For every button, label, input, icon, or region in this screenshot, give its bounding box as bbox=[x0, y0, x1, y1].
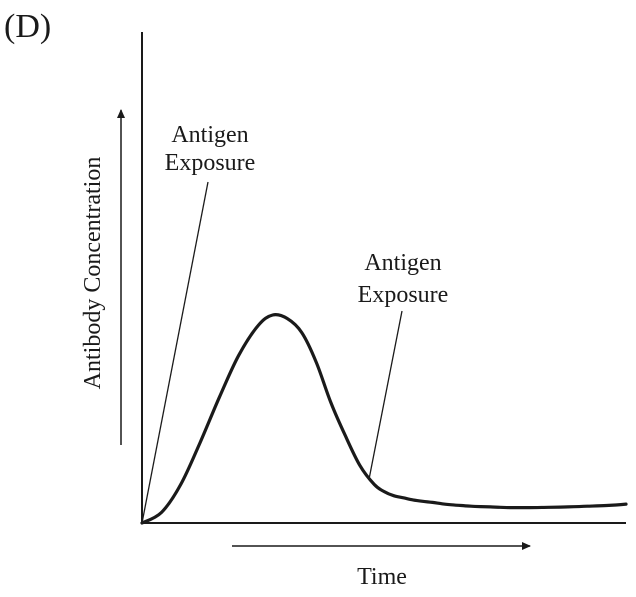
axes bbox=[141, 32, 626, 524]
series-layer bbox=[140, 313, 628, 525]
annotation-1-leader-line bbox=[141, 181, 209, 524]
y-axis-title: Antibody Concentration bbox=[80, 157, 106, 390]
annotation-2-label-line-2: Exposure bbox=[358, 282, 449, 308]
annotation-2: Antigen Exposure bbox=[358, 250, 449, 477]
annotation-1-label-line-2: Exposure bbox=[165, 150, 256, 176]
series-line-1 bbox=[140, 313, 628, 525]
x-axis-title: Time bbox=[357, 564, 407, 590]
annotation-1-label-line-1: Antigen bbox=[171, 122, 248, 148]
panel-label: (D) bbox=[4, 8, 51, 45]
annotation-2-leader-line bbox=[368, 310, 403, 477]
annotation-2-label-line-1: Antigen bbox=[364, 250, 441, 276]
